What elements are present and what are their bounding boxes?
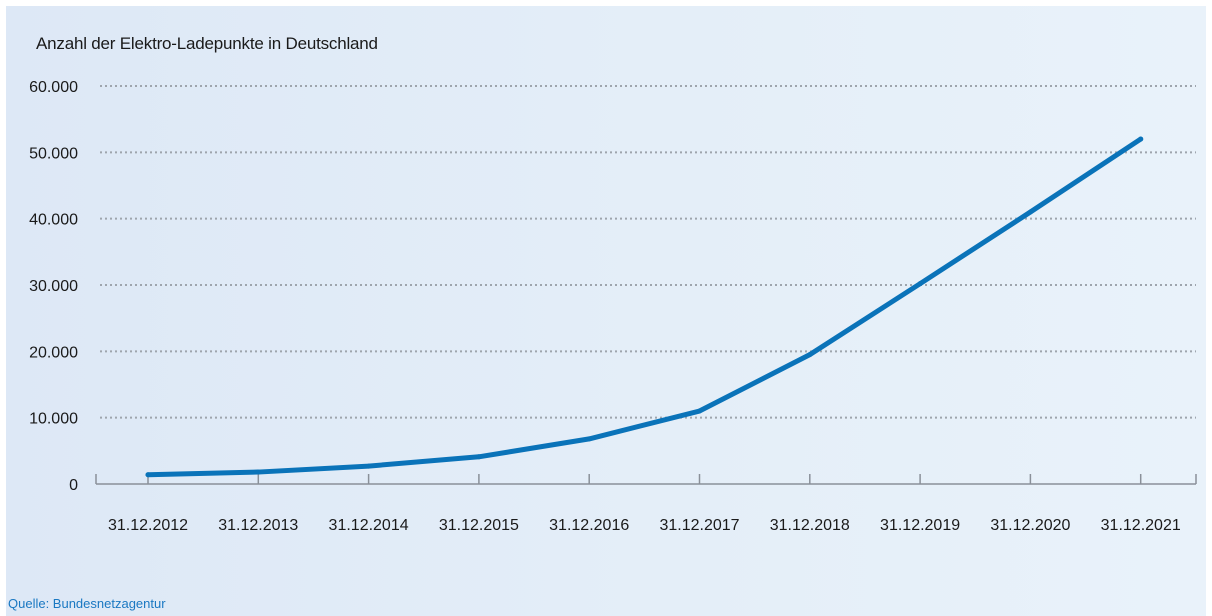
series-line (145, 136, 1144, 478)
data-point (1027, 209, 1033, 215)
x-tick-label: 31.12.2012 (108, 517, 188, 534)
data-point (145, 472, 151, 478)
x-tick-label: 31.12.2015 (439, 517, 519, 534)
x-tick-label: 31.12.2021 (1101, 517, 1181, 534)
source-note: Quelle: Bundesnetzagentur (8, 596, 166, 611)
y-tick-label: 20.000 (29, 344, 78, 361)
chart-panel (6, 6, 1206, 616)
data-point (697, 408, 702, 414)
x-tick-label: 31.12.2013 (218, 517, 298, 534)
x-tick-label: 31.12.2019 (880, 517, 960, 534)
x-tick-label: 31.12.2014 (329, 517, 409, 534)
data-point (476, 454, 482, 460)
data-point (255, 469, 261, 475)
y-tick-label: 50.000 (29, 145, 78, 162)
chart-title: Anzahl der Elektro-Ladepunkte in Deutsch… (36, 34, 378, 53)
x-tick-label: 31.12.2020 (990, 517, 1070, 534)
y-tick-label: 0 (69, 477, 78, 494)
data-point (1138, 136, 1144, 142)
y-tick-label: 40.000 (29, 212, 78, 229)
y-tick-label: 30.000 (29, 278, 78, 295)
x-tick-label: 31.12.2016 (549, 517, 629, 534)
y-tick-label: 60.000 (29, 79, 78, 96)
data-point (917, 281, 923, 287)
y-tick-label: 10.000 (29, 411, 78, 428)
x-tick-label: 31.12.2017 (659, 517, 739, 534)
x-tick-label: 31.12.2018 (770, 517, 850, 534)
data-point (807, 352, 813, 358)
data-point (366, 463, 372, 469)
data-point (586, 436, 592, 442)
